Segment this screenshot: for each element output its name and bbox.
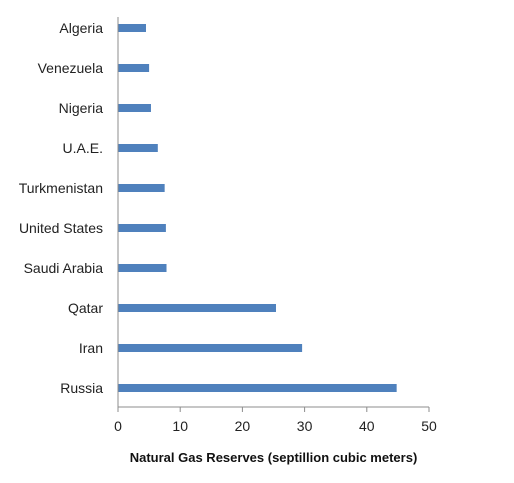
x-tick-label: 0 [114, 418, 122, 434]
bar-turkmenistan [118, 184, 165, 192]
category-label: Iran [79, 340, 103, 356]
category-label: Russia [60, 380, 103, 396]
bar-iran [118, 344, 303, 352]
bar-u-a-e [118, 144, 158, 152]
bars-group [118, 24, 397, 392]
x-tick-label: 40 [359, 418, 375, 434]
category-label: United States [19, 220, 103, 236]
x-tick-label: 30 [297, 418, 313, 434]
bar-venezuela [118, 64, 150, 72]
bar-russia [118, 384, 397, 392]
category-label: Algeria [59, 20, 103, 36]
bar-qatar [118, 304, 276, 312]
x-ticks-group: 0 10 20 30 40 50 [114, 407, 437, 434]
bar-saudi-arabia [118, 264, 167, 272]
category-label: U.A.E. [63, 140, 103, 156]
x-tick-label: 10 [172, 418, 188, 434]
category-label: Saudi Arabia [24, 260, 104, 276]
x-tick-label: 20 [235, 418, 251, 434]
bar-nigeria [118, 104, 151, 112]
x-axis-title: Natural Gas Reserves (septillion cubic m… [130, 450, 418, 465]
bar-algeria [118, 24, 146, 32]
category-label: Qatar [68, 300, 103, 316]
category-label: Venezuela [38, 60, 104, 76]
category-labels-group: Algeria Venezuela Nigeria U.A.E. Turkmenista… [19, 20, 104, 396]
bar-united-states [118, 224, 166, 232]
x-tick-label: 50 [421, 418, 437, 434]
category-label: Turkmenistan [19, 180, 103, 196]
category-label: Nigeria [59, 100, 104, 116]
